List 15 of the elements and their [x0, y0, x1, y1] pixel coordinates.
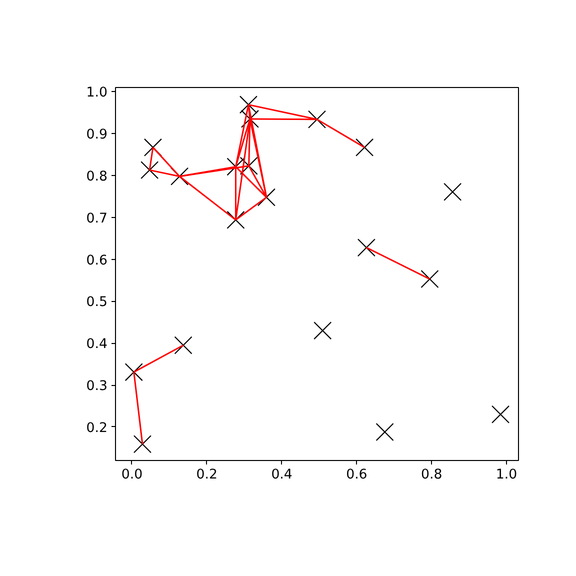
y-tick-label: 0.5: [86, 295, 108, 310]
y-tick-label: 0.7: [86, 211, 108, 226]
x-tick-label: 0.4: [271, 468, 292, 482]
y-tick-label: 0.9: [86, 128, 108, 143]
x-tick-label: 1.0: [496, 468, 518, 482]
y-tick-label: 0.6: [86, 253, 108, 268]
x-tick-label: 0.0: [121, 468, 143, 482]
x-tick-label: 0.2: [196, 468, 218, 482]
x-tick-label: 0.6: [346, 468, 368, 482]
y-tick-label: 0.3: [86, 379, 108, 394]
y-tick-label: 1.0: [86, 86, 108, 101]
y-tick-label: 0.2: [86, 420, 108, 436]
x-tick-label: 0.8: [421, 468, 442, 482]
y-tick-label: 0.8: [86, 170, 108, 185]
y-tick-label: 0.4: [86, 337, 108, 352]
